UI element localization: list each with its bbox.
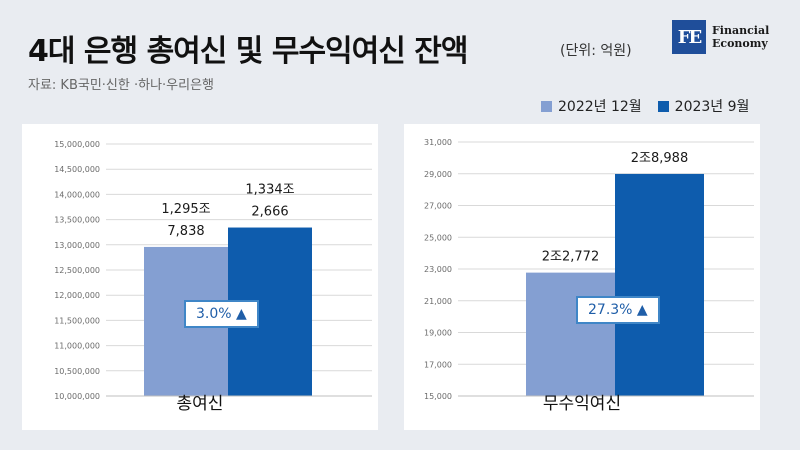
logo-line-2: Economy (712, 37, 768, 50)
legend: 2022년 12월 2023년 9월 (541, 96, 765, 116)
y-tick-label: 23,000 (424, 265, 452, 274)
y-tick-label: 15,000,000 (54, 140, 100, 149)
category-label: 무수익여신 (542, 394, 622, 414)
data-label: 2,666 (251, 205, 288, 220)
y-tick-label: 12,000,000 (54, 291, 100, 300)
y-tick-label: 11,000,000 (54, 342, 100, 351)
bar-chart-nonperforming-loans: 15,000 17,000 19,000 21,000 23,000 25,000 27,0… (424, 138, 754, 401)
unit-label: (단위: 억원) (560, 43, 632, 59)
change-badge: 27.3% ▲ (576, 296, 660, 324)
y-tick-label: 14,000,000 (54, 190, 100, 199)
legend-item-2023-sep: 2023년 9월 (657, 96, 750, 116)
y-tick-label: 10,500,000 (54, 367, 100, 376)
y-tick-label: 21,000 (424, 297, 452, 306)
bar-chart-total-loans: 10,000,000 10,500,000 11,000,000 11,500,000… (54, 140, 372, 401)
y-tick-label: 12,500,000 (54, 266, 100, 275)
legend-swatch (657, 100, 669, 112)
y-tick-label: 14,500,000 (54, 165, 100, 174)
y-tick-label: 15,000 (424, 392, 452, 401)
legend-item-2022-dec: 2022년 12월 (541, 96, 642, 116)
legend-swatch (541, 100, 552, 112)
y-tick-label: 13,000,000 (54, 241, 100, 250)
y-tick-label: 10,000,000 (54, 392, 100, 401)
source-note: 자료: KB국민·신한 ·하나·우리은행 (28, 78, 215, 93)
y-tick-label: 29,000 (424, 170, 452, 179)
data-label: 7,838 (167, 224, 204, 239)
chart-panel-nonperforming-loans: 15,000 17,000 19,000 21,000 23,000 25,000 27,0… (404, 124, 760, 430)
y-tick-label: 25,000 (424, 233, 452, 242)
legend-label: 2022년 12월 (558, 99, 642, 115)
logo-text: Financial Economy (712, 24, 769, 50)
publisher-logo: FE Financial Economy (672, 20, 769, 54)
change-badge: 3.0% ▲ (184, 300, 259, 328)
y-tick-label: 17,000 (424, 360, 452, 369)
bar (526, 272, 615, 396)
data-label: 1,334조 (245, 183, 294, 198)
y-tick-label: 19,000 (424, 329, 452, 338)
y-tick-label: 31,000 (424, 138, 452, 147)
data-label: 1,295조 (161, 202, 210, 217)
bar (615, 173, 704, 396)
y-tick-label: 13,500,000 (54, 216, 100, 225)
chart-panel-total-loans: 10,000,000 10,500,000 11,000,000 11,500,000… (22, 124, 378, 430)
logo-line-1: Financial (712, 24, 770, 37)
data-label: 2조8,988 (631, 151, 688, 166)
y-tick-label: 27,000 (424, 202, 452, 211)
chart-title: 4대 은행 총여신 및 무수익여신 잔액 (28, 34, 468, 69)
category-label: 총여신 (176, 394, 224, 414)
legend-label: 2023년 9월 (674, 99, 750, 115)
logo-mark-icon: FE (672, 20, 706, 54)
data-label: 2조2,772 (542, 250, 599, 265)
y-tick-label: 11,500,000 (54, 316, 100, 325)
